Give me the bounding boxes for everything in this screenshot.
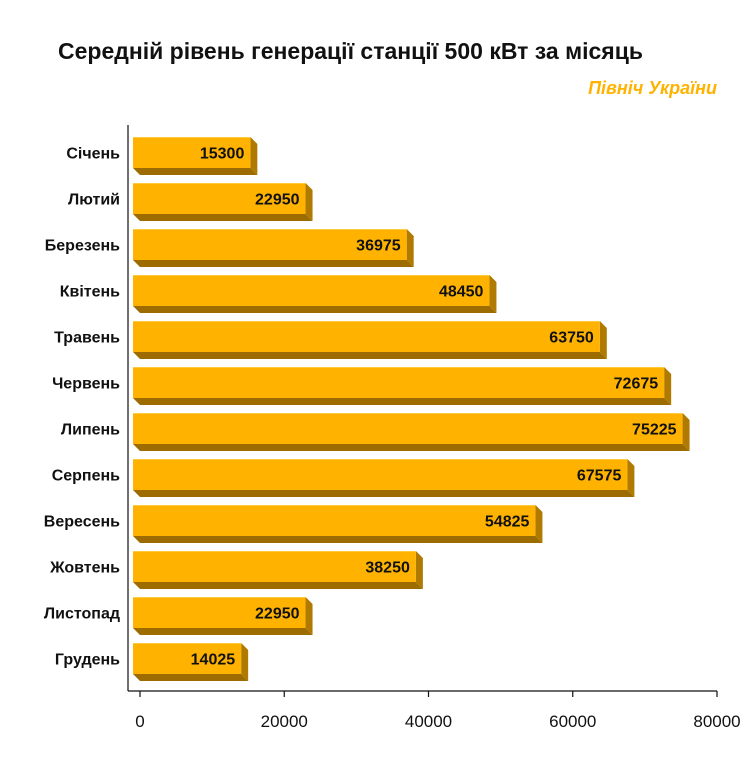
bar-bottom <box>133 352 607 359</box>
bar <box>133 321 600 352</box>
category-label: Липень <box>61 422 120 439</box>
category-label: Лютий <box>68 192 120 209</box>
bar-bottom <box>133 582 423 589</box>
bar <box>133 597 306 628</box>
category-label: Січень <box>66 146 120 163</box>
bar-bottom <box>133 214 313 221</box>
value-label: 54825 <box>485 514 530 531</box>
category-label: Квітень <box>60 284 120 301</box>
category-label: Жовтень <box>49 560 120 577</box>
category-label: Листопад <box>44 606 120 623</box>
x-tick-label: 20000 <box>261 712 308 731</box>
axes-group: 0 20000 40000 60000 80000 <box>127 125 741 731</box>
bar-side <box>406 229 414 267</box>
value-label: 14025 <box>191 652 236 669</box>
bars-group: Січень 15300 Лютий 22950 Березень 36975 Квітен… <box>44 137 690 681</box>
bar-bottom <box>133 536 543 543</box>
value-label: 22950 <box>255 606 300 623</box>
x-tick-label: 0 <box>135 712 144 731</box>
bar-bottom <box>133 674 249 681</box>
bar <box>133 643 242 674</box>
bar <box>133 183 306 214</box>
value-label: 15300 <box>200 146 245 163</box>
bar <box>133 229 407 260</box>
x-tick-label: 40000 <box>405 712 452 731</box>
bar-side <box>682 413 690 451</box>
bar-side <box>489 275 497 313</box>
bar <box>133 137 251 168</box>
category-label: Серпень <box>52 468 120 485</box>
bar <box>133 275 490 306</box>
bar-bottom <box>133 260 414 267</box>
value-label: 72675 <box>614 376 659 393</box>
value-label: 48450 <box>439 284 484 301</box>
bar <box>133 551 416 582</box>
bar-bottom <box>133 444 690 451</box>
bar-side <box>627 459 635 497</box>
category-label: Березень <box>45 238 120 255</box>
x-tick-label: 60000 <box>549 712 596 731</box>
bar-side <box>535 505 543 543</box>
value-label: 63750 <box>549 330 594 347</box>
category-label: Червень <box>52 376 120 393</box>
category-label: Грудень <box>55 652 120 669</box>
bar-side <box>241 643 249 681</box>
bar <box>133 413 683 444</box>
x-tick-label: 80000 <box>693 712 740 731</box>
category-label: Вересень <box>44 514 120 531</box>
bar-bottom <box>133 628 313 635</box>
bar-bottom <box>133 306 497 313</box>
chart-subtitle: Північ України <box>588 78 717 98</box>
bar-bottom <box>133 398 672 405</box>
bar-side <box>664 367 672 405</box>
bar <box>133 459 628 490</box>
value-label: 38250 <box>365 560 410 577</box>
bar-bottom <box>133 168 258 175</box>
bar-side <box>305 597 313 635</box>
category-label: Травень <box>54 330 120 347</box>
value-label: 36975 <box>356 238 401 255</box>
value-label: 75225 <box>632 422 677 439</box>
bar-side <box>415 551 423 589</box>
bar-side <box>599 321 607 359</box>
bar-bottom <box>133 490 635 497</box>
bar-side <box>250 137 258 175</box>
bar-side <box>305 183 313 221</box>
chart-title: Середній рівень генерації станції 500 кВ… <box>58 38 643 64</box>
bar <box>133 367 665 398</box>
bar <box>133 505 536 536</box>
value-label: 22950 <box>255 192 300 209</box>
value-label: 67575 <box>577 468 622 485</box>
